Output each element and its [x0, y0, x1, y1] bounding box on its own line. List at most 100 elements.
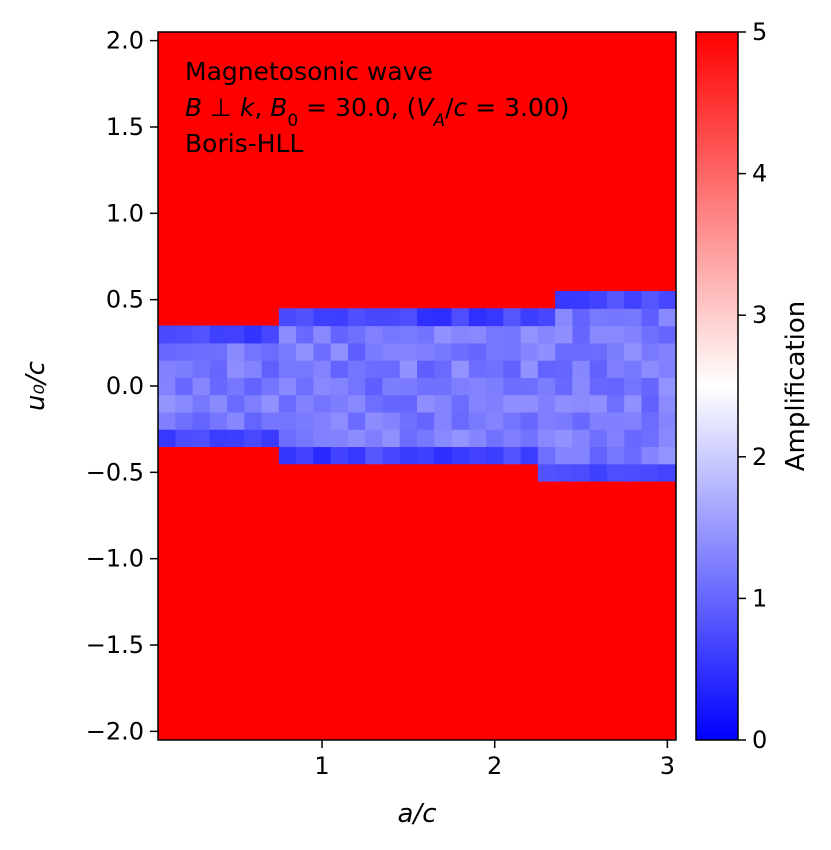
heatmap-cell	[399, 446, 418, 465]
y-tick-label: 0.0	[106, 372, 144, 400]
heatmap-cell	[278, 377, 297, 396]
heatmap-cell	[641, 463, 660, 482]
heatmap-cell	[606, 377, 625, 396]
colorbar-ticks: 0 1 2 3 4 5	[738, 18, 767, 754]
heatmap-cell	[555, 342, 573, 361]
heatmap-cell	[641, 291, 660, 309]
x-tick-label: 3	[660, 752, 675, 780]
heatmap-cell	[382, 377, 401, 396]
heatmap-cell	[313, 342, 332, 361]
heatmap-cell	[313, 394, 332, 413]
heatmap-cell	[572, 463, 591, 482]
heatmap-cell	[486, 342, 504, 361]
heatmap-cell	[606, 360, 625, 378]
heatmap-cell	[175, 411, 194, 430]
y-tick-label: −1.5	[86, 631, 144, 659]
heatmap-cell	[382, 360, 401, 378]
heatmap-cell	[641, 429, 660, 448]
heatmap-cell	[313, 360, 332, 378]
heatmap-cell	[365, 446, 384, 465]
heatmap-cell	[624, 463, 643, 482]
heatmap-cell	[434, 308, 453, 327]
heatmap-cell	[278, 308, 297, 327]
heatmap-cell	[589, 291, 608, 309]
heatmap-cell	[572, 394, 591, 413]
heatmap-cell	[261, 342, 280, 361]
heatmap-cell	[589, 308, 608, 327]
heatmap-cell	[382, 446, 401, 465]
heatmap-cell	[606, 394, 625, 413]
heatmap-cell	[537, 429, 556, 448]
heatmap-cell	[624, 446, 643, 465]
heatmap-cell	[606, 308, 625, 327]
heatmap-cell	[209, 394, 228, 413]
heatmap-cell	[313, 429, 332, 448]
heatmap-cell	[330, 377, 349, 396]
heatmap-cell	[330, 308, 349, 327]
heatmap-cell	[503, 377, 522, 396]
heatmap-cell	[313, 325, 332, 344]
heatmap-cell	[537, 360, 556, 378]
heatmap-cell	[209, 360, 228, 378]
heatmap-cell	[399, 360, 418, 378]
heatmap-cell	[589, 394, 608, 413]
heatmap-cell	[347, 342, 366, 361]
heatmap-cell	[382, 429, 401, 448]
y-tick-label: −1.0	[86, 545, 144, 573]
heatmap-cell	[589, 342, 608, 361]
heatmap-cell	[434, 377, 453, 396]
heatmap-cell	[227, 377, 245, 396]
heatmap-cell	[261, 394, 280, 413]
heatmap-cell	[468, 377, 487, 396]
colorbar	[695, 31, 739, 741]
heatmap-cell	[330, 429, 349, 448]
heatmap-cell	[296, 360, 314, 378]
heatmap-cell	[606, 446, 625, 465]
heatmap-cell	[399, 429, 418, 448]
heatmap-cell	[175, 342, 194, 361]
heatmap-cell	[503, 325, 522, 344]
heatmap-cell	[555, 308, 573, 327]
heatmap-cell	[278, 394, 297, 413]
heatmap-cell	[555, 411, 573, 430]
heatmap-cell	[451, 377, 470, 396]
heatmap-cell	[209, 325, 228, 344]
heatmap-cell	[278, 429, 297, 448]
heatmap-cell	[434, 342, 453, 361]
heatmap-cell	[606, 325, 625, 344]
heatmap-cell	[417, 360, 435, 378]
y-axis: 2.0 1.5 1.0 0.5 0.0 −0.5 −1.0 −1.5 −2.0	[86, 27, 158, 745]
heatmap-cell	[158, 325, 176, 344]
heatmap-cell	[382, 308, 401, 327]
heatmap-cell	[520, 360, 539, 378]
heatmap-cell	[278, 360, 297, 378]
heatmap-cell	[537, 325, 556, 344]
colorbar-tick-label: 1	[752, 584, 767, 612]
heatmap-cell	[503, 446, 522, 465]
y-tick-label: −0.5	[86, 458, 144, 486]
heatmap-cell	[434, 325, 453, 344]
plot-area	[158, 32, 677, 740]
heatmap-cell	[227, 342, 245, 361]
heatmap-cell	[468, 308, 487, 327]
heatmap-cell	[209, 429, 228, 448]
heatmap-cell	[537, 446, 556, 465]
heatmap-cell	[641, 394, 660, 413]
heatmap-cell	[624, 377, 643, 396]
heatmap-cell	[606, 429, 625, 448]
heatmap-cell	[606, 411, 625, 430]
heatmap-cell	[589, 325, 608, 344]
heatmap-cell	[537, 342, 556, 361]
heatmap-cell	[175, 377, 194, 396]
heatmap-cell	[417, 308, 435, 327]
heatmap-cell	[278, 325, 297, 344]
heatmap-cell	[296, 446, 314, 465]
heatmap-cell	[244, 429, 263, 448]
heatmap-cell	[175, 325, 194, 344]
heatmap-cell	[244, 411, 263, 430]
heatmap-cell	[658, 411, 677, 430]
heatmap-cell	[365, 360, 384, 378]
heatmap-cell	[382, 325, 401, 344]
heatmap-cell	[365, 429, 384, 448]
heatmap-cell	[261, 411, 280, 430]
